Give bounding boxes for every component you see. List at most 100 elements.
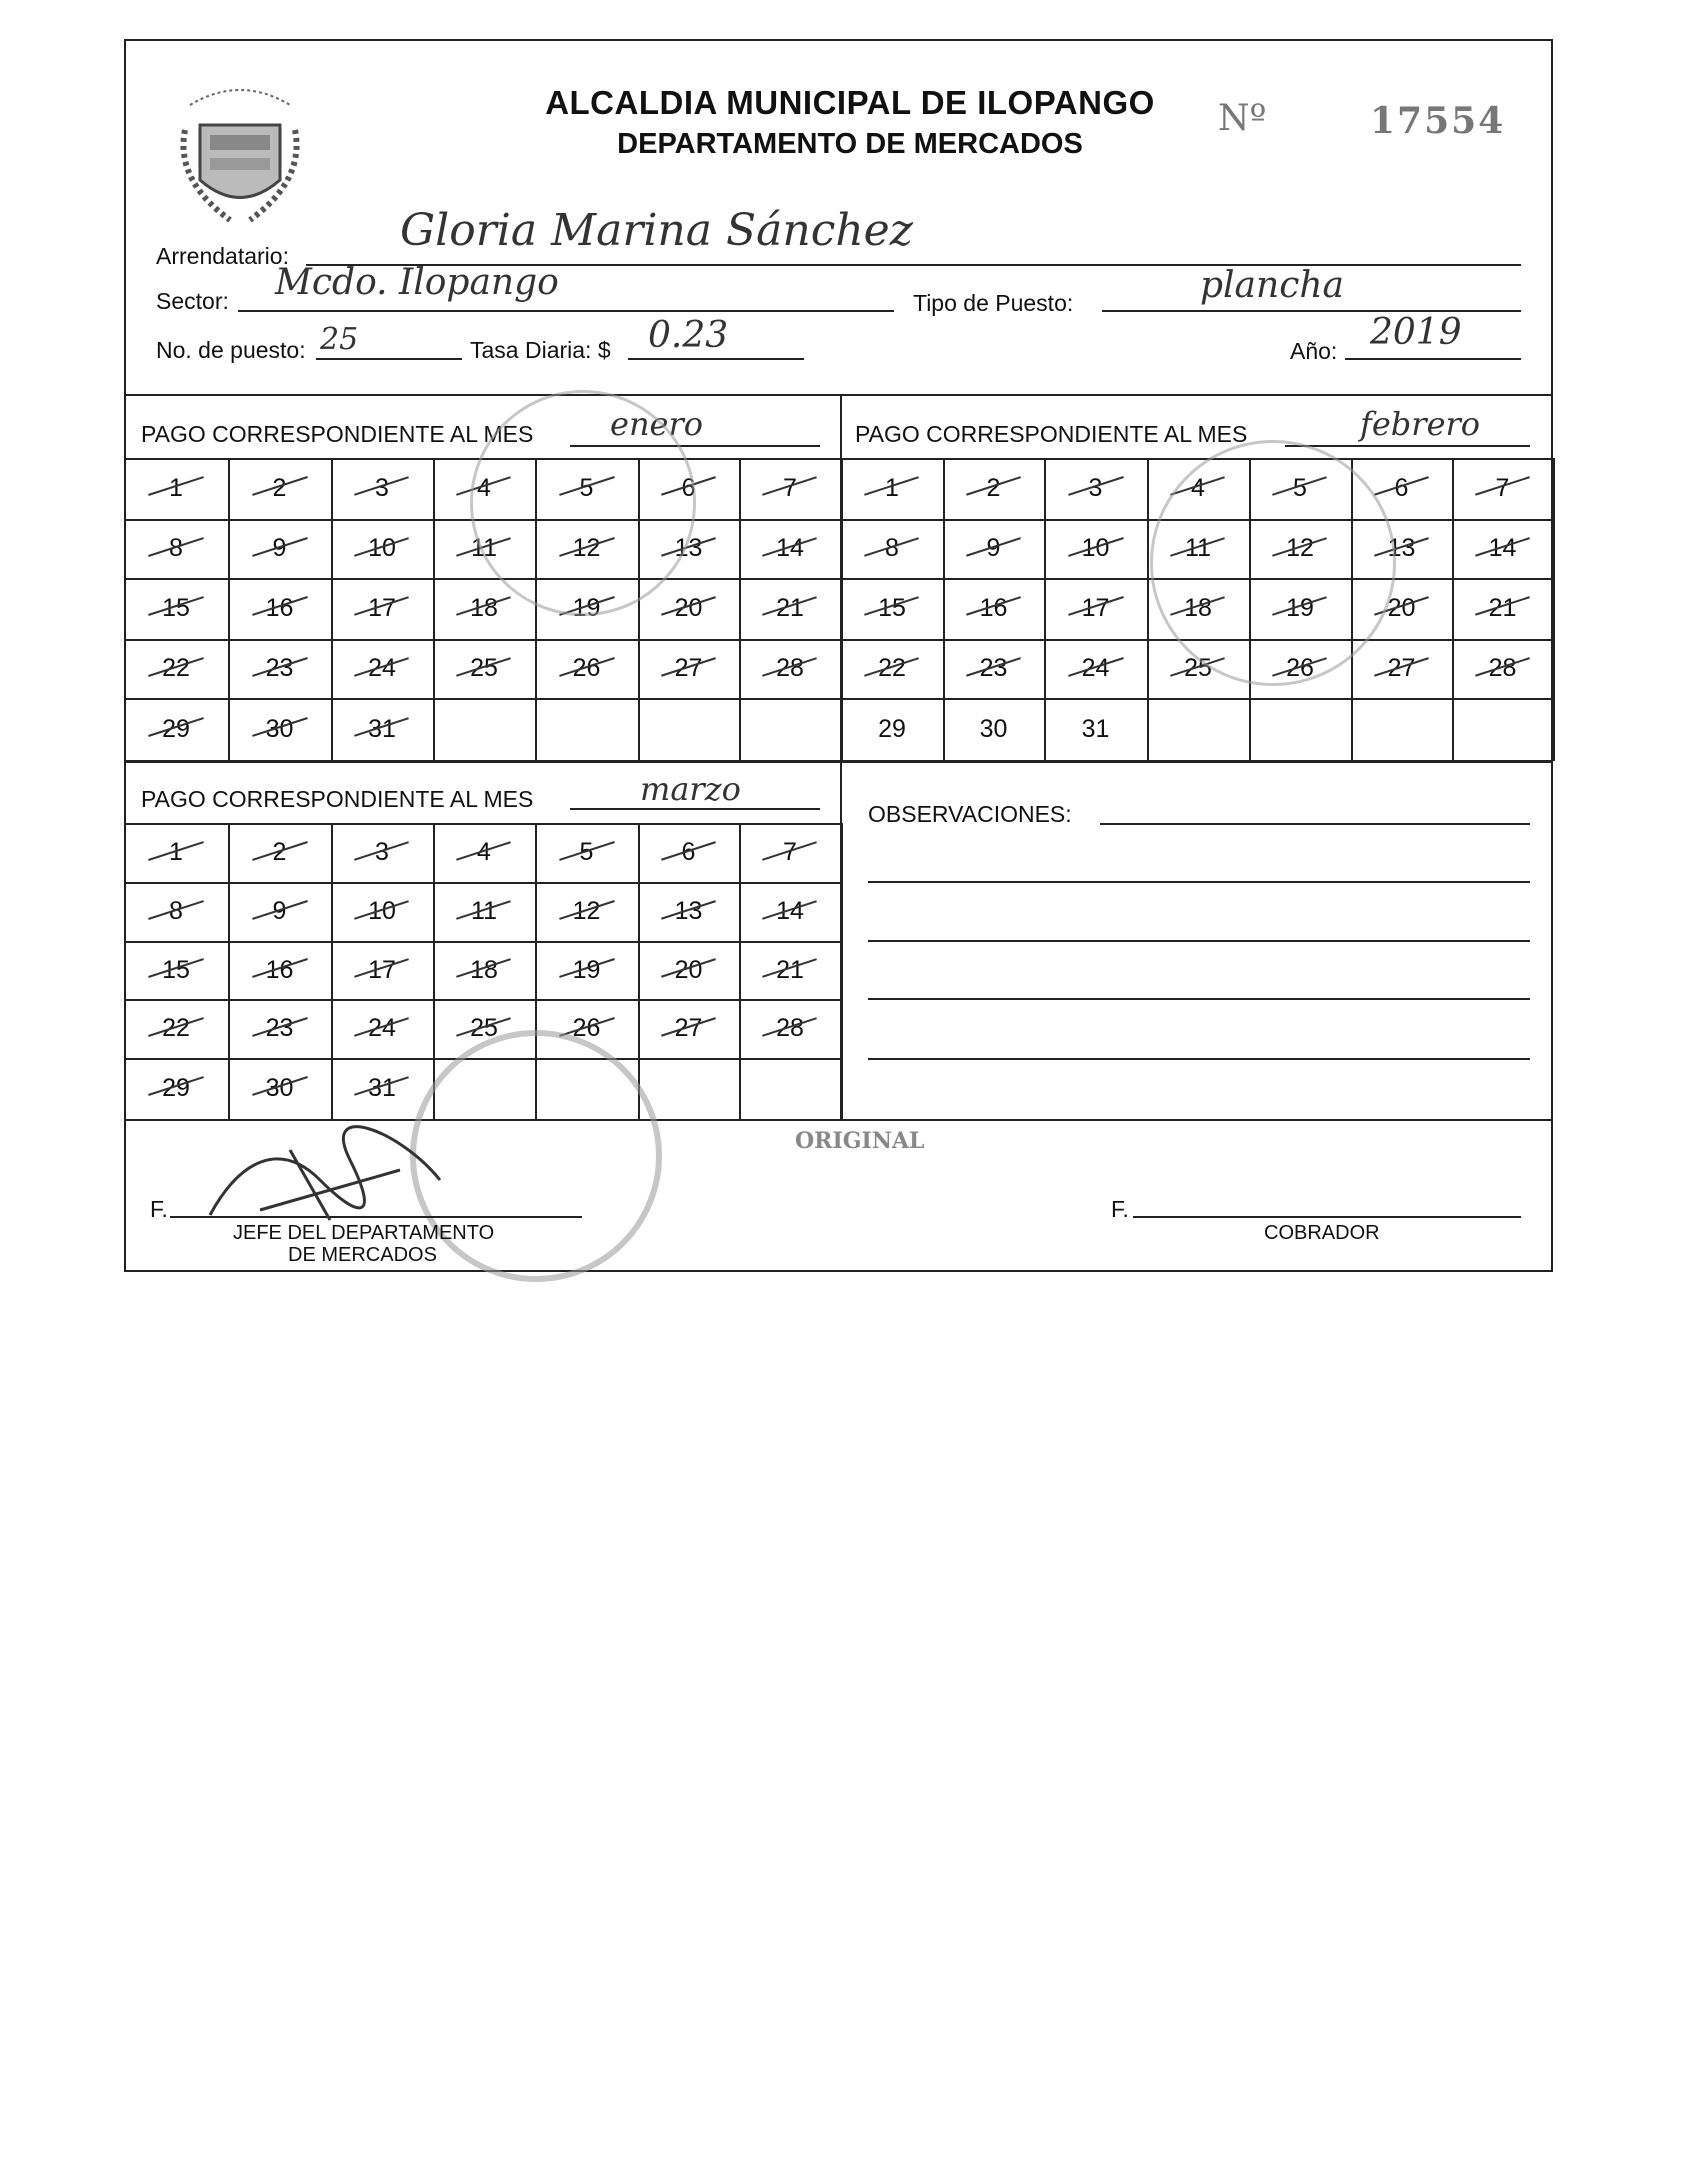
- day-cell[interactable]: 28: [1452, 639, 1553, 698]
- day-cell[interactable]: 10: [331, 882, 433, 941]
- day-cell[interactable]: 22: [124, 639, 228, 698]
- day-cell[interactable]: 8: [841, 519, 943, 578]
- day-cell[interactable]: 1: [841, 458, 943, 519]
- day-cell[interactable]: 29: [124, 1058, 228, 1119]
- day-cell[interactable]: 3: [1044, 458, 1147, 519]
- day-cell[interactable]: 31: [1044, 698, 1147, 761]
- day-cell[interactable]: 25: [433, 639, 535, 698]
- day-cell[interactable]: 15: [124, 941, 228, 999]
- day-cell[interactable]: 30: [228, 1058, 331, 1119]
- day-cell[interactable]: 2: [943, 458, 1044, 519]
- cobrador-signature-line[interactable]: [1133, 1216, 1521, 1218]
- day-cell[interactable]: 19: [535, 941, 638, 999]
- observaciones-line[interactable]: [868, 998, 1530, 1000]
- day-cell[interactable]: 22: [841, 639, 943, 698]
- day-cell[interactable]: 23: [943, 639, 1044, 698]
- day-cell[interactable]: 24: [331, 999, 433, 1058]
- day-cell[interactable]: 14: [1452, 519, 1553, 578]
- day-cell[interactable]: 7: [1452, 458, 1553, 519]
- day-cell[interactable]: 21: [1452, 578, 1553, 639]
- day-cell[interactable]: 21: [739, 941, 841, 999]
- puesto-value[interactable]: 25: [320, 322, 359, 357]
- day-cell[interactable]: 15: [841, 578, 943, 639]
- observaciones-line[interactable]: [868, 881, 1530, 883]
- day-cell[interactable]: 7: [739, 823, 841, 882]
- day-cell[interactable]: 16: [228, 941, 331, 999]
- day-cell[interactable]: 20: [1351, 578, 1452, 639]
- day-cell[interactable]: 27: [638, 999, 739, 1058]
- day-cell[interactable]: 16: [228, 578, 331, 639]
- observaciones-line[interactable]: [868, 940, 1530, 942]
- observaciones-line[interactable]: [1100, 823, 1530, 825]
- day-cell[interactable]: 30: [943, 698, 1044, 761]
- anio-value[interactable]: 2019: [1370, 312, 1462, 353]
- day-cell[interactable]: 17: [331, 941, 433, 999]
- day-cell[interactable]: 14: [739, 882, 841, 941]
- day-cell[interactable]: 27: [638, 639, 739, 698]
- day-cell[interactable]: 18: [433, 578, 535, 639]
- day-cell[interactable]: 2: [228, 458, 331, 519]
- tipo-puesto-value[interactable]: plancha: [1200, 265, 1345, 306]
- day-cell[interactable]: 23: [228, 999, 331, 1058]
- month-3-value[interactable]: marzo: [640, 770, 741, 808]
- tasa-line: [628, 358, 804, 360]
- day-cell[interactable]: 24: [331, 639, 433, 698]
- grid-line: [535, 458, 537, 761]
- day-cell[interactable]: 27: [1351, 639, 1452, 698]
- tipo-puesto-label: Tipo de Puesto:: [913, 290, 1074, 316]
- day-cell[interactable]: 1: [124, 823, 228, 882]
- day-cell[interactable]: 1: [124, 458, 228, 519]
- day-cell[interactable]: 8: [124, 519, 228, 578]
- day-cell[interactable]: 16: [943, 578, 1044, 639]
- day-cell[interactable]: 10: [331, 519, 433, 578]
- day-cell[interactable]: 6: [638, 823, 739, 882]
- grid-line: [841, 761, 1553, 763]
- day-cell[interactable]: 4: [433, 823, 535, 882]
- day-cell[interactable]: 20: [638, 578, 739, 639]
- day-cell[interactable]: 7: [739, 458, 841, 519]
- day-cell[interactable]: 3: [331, 823, 433, 882]
- day-cell[interactable]: 9: [228, 882, 331, 941]
- day-cell[interactable]: 8: [124, 882, 228, 941]
- day-cell[interactable]: 5: [535, 823, 638, 882]
- tasa-label: Tasa Diaria: $: [470, 337, 611, 363]
- day-cell[interactable]: 31: [331, 1058, 433, 1119]
- day-cell[interactable]: 10: [1044, 519, 1147, 578]
- jefe-signature-line[interactable]: [170, 1216, 582, 1218]
- day-cell[interactable]: 22: [124, 999, 228, 1058]
- day-cell[interactable]: 30: [228, 698, 331, 761]
- grid-line: [228, 458, 230, 761]
- sector-value[interactable]: Mcdo. Ilopango: [275, 262, 559, 303]
- arrendatario-label: Arrendatario:: [156, 243, 289, 269]
- day-cell[interactable]: 28: [739, 639, 841, 698]
- day-cell[interactable]: 13: [638, 882, 739, 941]
- tasa-value[interactable]: 0.23: [648, 315, 729, 356]
- day-cell[interactable]: 15: [124, 578, 228, 639]
- day-cell[interactable]: 31: [331, 698, 433, 761]
- month-3-line: [570, 808, 820, 810]
- day-cell[interactable]: 23: [228, 639, 331, 698]
- day-cell[interactable]: 18: [433, 941, 535, 999]
- day-cell[interactable]: 14: [739, 519, 841, 578]
- day-cell[interactable]: 2: [228, 823, 331, 882]
- day-number: 9: [986, 534, 1001, 562]
- day-cell[interactable]: 11: [433, 882, 535, 941]
- day-cell[interactable]: 17: [1044, 578, 1147, 639]
- day-cell[interactable]: 24: [1044, 639, 1147, 698]
- observaciones-line[interactable]: [868, 1058, 1530, 1060]
- grid-line: [331, 823, 333, 1119]
- day-cell[interactable]: 26: [535, 639, 638, 698]
- month-2-value[interactable]: febrero: [1360, 405, 1481, 443]
- day-cell[interactable]: 29: [841, 698, 943, 761]
- day-cell[interactable]: 6: [1351, 458, 1452, 519]
- day-cell[interactable]: 21: [739, 578, 841, 639]
- day-cell[interactable]: 9: [943, 519, 1044, 578]
- day-cell[interactable]: 9: [228, 519, 331, 578]
- day-cell[interactable]: 17: [331, 578, 433, 639]
- day-cell[interactable]: 28: [739, 999, 841, 1058]
- arrendatario-value[interactable]: Gloria Marina Sánchez: [400, 205, 913, 256]
- day-cell[interactable]: 20: [638, 941, 739, 999]
- day-cell[interactable]: 12: [535, 882, 638, 941]
- day-cell[interactable]: 3: [331, 458, 433, 519]
- day-cell[interactable]: 29: [124, 698, 228, 761]
